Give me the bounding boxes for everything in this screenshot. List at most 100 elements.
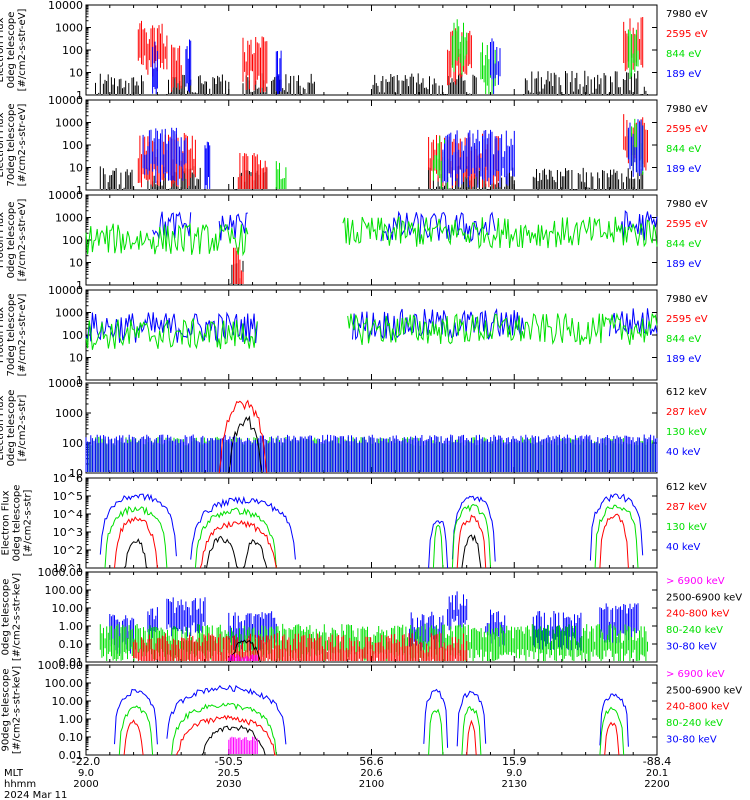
series-line-black [205, 535, 239, 569]
x-tick-label: 2000 [73, 779, 98, 790]
legend-entry: 80-240 keV [666, 625, 723, 636]
y-axis-label-line: [#/cm2-s-str] [23, 489, 34, 556]
legend-entry: 189 eV [666, 69, 701, 80]
legend-entry: 189 eV [666, 164, 701, 175]
series-line-red [456, 514, 487, 569]
legend-entry: 2595 eV [666, 29, 708, 40]
x-tick-label: 2100 [359, 779, 384, 790]
y-axis-label-line: 70deg telescope [6, 103, 17, 186]
series-spikes-red [447, 28, 472, 86]
x-tick-label: 2030 [216, 779, 241, 790]
y-tick-label: 100 [62, 234, 83, 247]
series-spikes-green [85, 436, 658, 472]
y-axis-label-line: 0deg telescope [6, 202, 17, 279]
legend-entry: 189 eV [666, 259, 701, 270]
y-tick-label: 1 [76, 279, 83, 292]
series-spikes-red [171, 44, 182, 92]
y-axis-label-line: MEPED [0, 505, 1, 540]
y-tick-label: 10^3 [53, 526, 83, 539]
x-tick-label: 20.6 [360, 768, 382, 779]
y-tick-label: 1 [76, 374, 83, 387]
y-axis-label-line: [#/cm2-s-str-keV] [12, 666, 23, 754]
legend-entry: 7980 eV [666, 199, 708, 210]
series-spikes-blue [532, 611, 582, 651]
y-tick-label: 100 [62, 139, 83, 152]
y-tick-label: 0.10 [59, 731, 84, 744]
y-axis-label-line: [#/cm2-s-str-eV] [17, 9, 28, 92]
y-axis-label-line: 0deg telescope [1, 579, 12, 656]
panel-7: 0.01 0.10 1.00 10.00 100.00 1000.00 0deg teles… [1, 566, 743, 669]
y-axis-label: 0deg telescope[#/cm2-s-str-keV] [1, 573, 23, 661]
series-spikes-black [532, 167, 644, 190]
y-tick-label: 0.10 [59, 638, 84, 651]
series-line-black [200, 724, 267, 756]
y-tick-label: 10^4 [53, 508, 83, 521]
y-axis-label-line: 0deg telescope [12, 485, 23, 562]
panel-frame [85, 382, 658, 474]
y-axis-label-line: Electron Flux [1, 490, 12, 555]
y-tick-label: 10^1 [53, 562, 83, 575]
y-tick-label: 1000 [55, 212, 83, 225]
legend-entry: 7980 eV [666, 104, 708, 115]
y-tick-label: 1000 [55, 307, 83, 320]
x-tick-label-top: 15.9 [502, 755, 527, 768]
series-line-blue [608, 308, 658, 337]
y-tick-label: 10000 [48, 284, 83, 297]
series-spikes-black [95, 73, 144, 95]
y-tick-label: 0.01 [59, 749, 84, 762]
y-axis-label-line: 0deg telescope [6, 12, 17, 89]
series-spikes-black [271, 73, 315, 95]
series-spikes-green [275, 161, 287, 189]
legend-entry: 612 keV [666, 387, 707, 398]
panel-frame [85, 477, 658, 569]
series-line-green [171, 702, 277, 756]
series-line-blue [218, 212, 248, 241]
series-spikes-black [371, 73, 477, 95]
series-line-green [347, 312, 658, 345]
y-tick-label: 10 [69, 257, 83, 270]
panel-3: 1 10 100 1000 10000 Proton Flux0deg telescope… [0, 189, 708, 292]
series-spikes-blue [204, 141, 211, 189]
series-spikes-red [237, 153, 268, 189]
panel-4: 1 10 100 1000 10000 Proton Flux70deg telescop… [0, 284, 708, 387]
y-tick-label: 10 [69, 67, 83, 80]
y-axis-label-line: 0deg telescope [6, 390, 17, 467]
series-spikes-red [242, 36, 268, 93]
x-tick-label: 9.0 [78, 768, 94, 779]
series-line-green [594, 504, 639, 569]
series-line-green [85, 222, 249, 257]
y-tick-label: 1 [76, 184, 83, 197]
series-spikes-red [623, 114, 648, 171]
series-line-red [604, 721, 620, 756]
series-spikes-black [99, 166, 135, 190]
series-line-red [599, 513, 629, 569]
series-spikes-black [523, 70, 648, 95]
y-tick-label: 10.00 [52, 602, 84, 615]
y-tick-label: 1000 [55, 407, 83, 420]
legend-entry: 612 keV [666, 482, 707, 493]
series-line-red [218, 399, 268, 474]
series-line-red [199, 519, 277, 569]
panel-2: 1 10 100 1000 10000 Electron Flux70deg telesc… [0, 94, 708, 197]
series-line-red [123, 719, 144, 756]
y-axis-label: MEPEDElectron Flux0deg telescope[#/cm2-s… [0, 485, 34, 562]
y-tick-label: 1000 [55, 117, 83, 130]
series-line-green [342, 216, 658, 250]
series-spikes-blue [185, 39, 192, 93]
y-axis-label: 90deg telescope[#/cm2-s-str-keV] [1, 666, 23, 754]
y-axis-label-line: [#/cm2-s-str-eV] [17, 104, 28, 187]
series-line-red [114, 516, 158, 569]
y-axis-label: Electron Flux70deg telescope[#/cm2-s-str… [0, 103, 28, 186]
series-line-blue [456, 690, 487, 747]
series-line-blue [85, 311, 258, 345]
series-line-blue [589, 493, 644, 561]
y-tick-label: 10 [69, 352, 83, 365]
series-spikes-green [480, 42, 496, 94]
panel-8: 0.01 0.10 1.00 10.00 100.00 1000.00 90deg tele… [1, 659, 743, 800]
x-tick-label-top: -22.0 [72, 755, 100, 768]
y-tick-label: 10^5 [53, 490, 83, 503]
legend-entry: 40 keV [666, 542, 700, 553]
date-label: 2024 Mar 11 [4, 790, 67, 800]
series-line-blue [352, 307, 525, 341]
legend-entry: 189 eV [666, 354, 701, 365]
